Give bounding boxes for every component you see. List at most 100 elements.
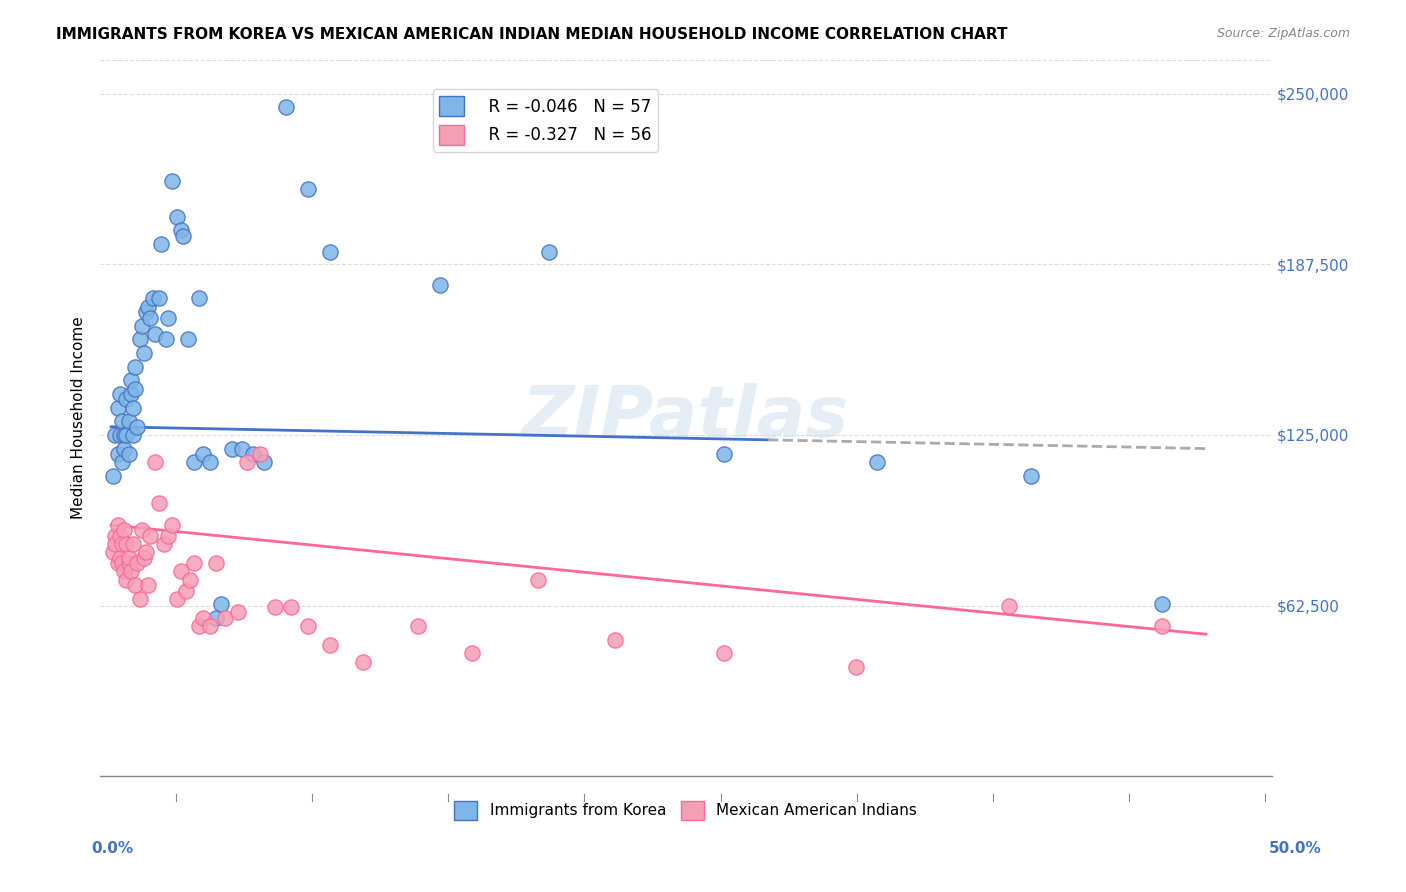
Point — [297, 182, 319, 196]
Point — [183, 455, 205, 469]
Point — [1152, 619, 1174, 633]
Point — [537, 245, 560, 260]
Point — [127, 419, 149, 434]
Point — [115, 573, 138, 587]
Point — [143, 455, 166, 469]
Point — [136, 578, 159, 592]
Point — [108, 550, 131, 565]
Point — [148, 292, 170, 306]
Point — [166, 210, 188, 224]
Point — [112, 565, 135, 579]
Point — [115, 428, 138, 442]
Point — [226, 606, 249, 620]
Point — [156, 310, 179, 325]
Point — [124, 578, 146, 592]
Point — [111, 556, 134, 570]
Point — [156, 529, 179, 543]
Point — [319, 638, 342, 652]
Point — [179, 573, 201, 587]
Point — [242, 447, 264, 461]
Point — [150, 236, 173, 251]
Point — [1152, 597, 1174, 611]
Point — [253, 455, 276, 469]
Point — [128, 332, 150, 346]
Point — [166, 591, 188, 606]
Point — [845, 660, 868, 674]
Point — [135, 305, 157, 319]
Point — [406, 619, 429, 633]
Point — [122, 537, 145, 551]
Point — [191, 611, 214, 625]
Point — [131, 524, 153, 538]
Point — [107, 401, 129, 415]
Point — [111, 537, 134, 551]
Point — [177, 332, 200, 346]
Text: 50.0%: 50.0% — [1268, 841, 1322, 856]
Point — [187, 292, 209, 306]
Point — [155, 332, 177, 346]
Point — [112, 442, 135, 456]
Point — [170, 223, 193, 237]
Point — [104, 428, 127, 442]
Point — [132, 550, 155, 565]
Point — [461, 646, 484, 660]
Point — [713, 646, 735, 660]
Point — [713, 447, 735, 461]
Point — [1019, 469, 1042, 483]
Point — [297, 619, 319, 633]
Point — [603, 632, 626, 647]
Point — [107, 556, 129, 570]
Point — [111, 414, 134, 428]
Point — [276, 100, 298, 114]
Point — [124, 382, 146, 396]
Point — [198, 619, 221, 633]
Point — [139, 310, 162, 325]
Legend: Immigrants from Korea, Mexican American Indians: Immigrants from Korea, Mexican American … — [449, 795, 924, 826]
Point — [142, 292, 165, 306]
Point — [107, 447, 129, 461]
Point — [429, 277, 451, 292]
Point — [143, 326, 166, 341]
Point — [280, 599, 302, 614]
Point — [249, 447, 271, 461]
Point — [214, 611, 236, 625]
Point — [104, 529, 127, 543]
Point — [183, 556, 205, 570]
Point — [131, 318, 153, 333]
Point — [352, 655, 374, 669]
Text: ZIPatlas: ZIPatlas — [522, 384, 849, 452]
Point — [205, 611, 228, 625]
Point — [120, 565, 142, 579]
Point — [135, 545, 157, 559]
Point — [112, 524, 135, 538]
Point — [117, 550, 139, 565]
Point — [132, 346, 155, 360]
Point — [112, 428, 135, 442]
Point — [115, 392, 138, 407]
Point — [124, 359, 146, 374]
Point — [264, 599, 287, 614]
Point — [103, 469, 125, 483]
Point — [148, 496, 170, 510]
Point — [117, 414, 139, 428]
Point — [221, 442, 243, 456]
Point — [866, 455, 889, 469]
Text: IMMIGRANTS FROM KOREA VS MEXICAN AMERICAN INDIAN MEDIAN HOUSEHOLD INCOME CORRELA: IMMIGRANTS FROM KOREA VS MEXICAN AMERICA… — [56, 27, 1008, 42]
Point — [162, 518, 184, 533]
Point — [115, 537, 138, 551]
Point — [152, 537, 174, 551]
Point — [104, 537, 127, 551]
Point — [170, 565, 193, 579]
Point — [107, 518, 129, 533]
Point — [187, 619, 209, 633]
Point — [117, 556, 139, 570]
Point — [122, 401, 145, 415]
Point — [162, 174, 184, 188]
Point — [128, 591, 150, 606]
Point — [319, 245, 342, 260]
Point — [136, 300, 159, 314]
Point — [108, 529, 131, 543]
Point — [117, 447, 139, 461]
Point — [205, 556, 228, 570]
Text: Source: ZipAtlas.com: Source: ZipAtlas.com — [1216, 27, 1350, 40]
